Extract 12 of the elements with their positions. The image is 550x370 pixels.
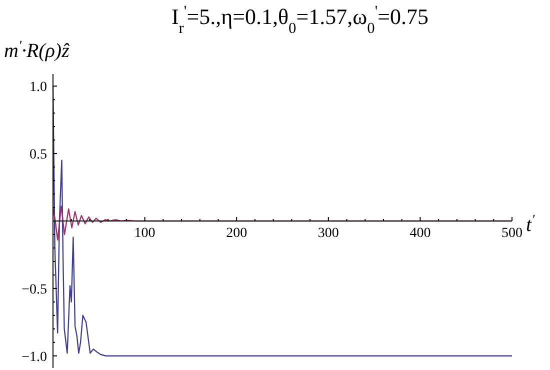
x-tick-label: 300 bbox=[318, 226, 339, 241]
x-tick-label: 500 bbox=[502, 226, 522, 241]
y-tick-label: −0.5 bbox=[22, 282, 47, 298]
y-tick-label: −1.0 bbox=[22, 350, 47, 365]
x-tick-label: 200 bbox=[226, 226, 248, 241]
y-tick-label: 1.0 bbox=[30, 80, 47, 96]
y-axis-title: m$^{'}$·R(ρ)ẑ bbox=[4, 38, 70, 62]
chart-title: I$_{r}$$^{'}$=5.,η=0.1,θ$_{0}$=1.57,ω$_{0}$$^{'}$=0.75 bbox=[171, 2, 429, 36]
x-tick-label: 400 bbox=[410, 226, 431, 241]
y-tick-label: 0.5 bbox=[30, 148, 47, 163]
x-tick-label: 100 bbox=[134, 226, 156, 241]
x-axis-title: t$^{'}$ bbox=[526, 212, 536, 236]
